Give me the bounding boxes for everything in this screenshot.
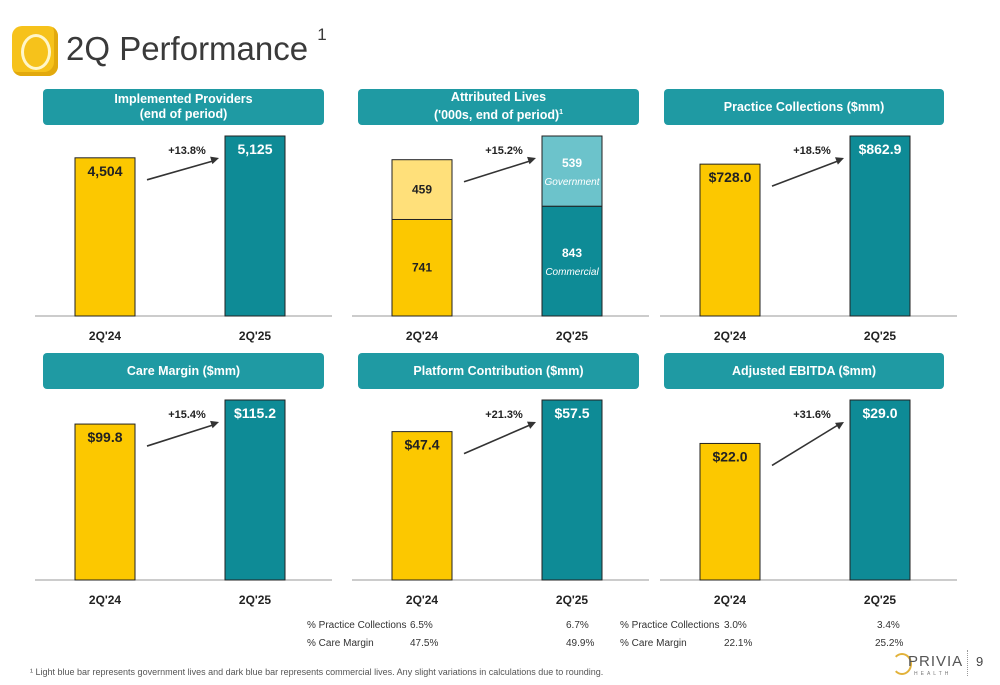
growth-label: +18.5% (793, 145, 831, 157)
value-prior: 22.1% (724, 638, 753, 649)
data-label: 459 (412, 183, 432, 197)
growth-arrow (146, 424, 214, 447)
x-tick-label: 2Q'24 (89, 593, 122, 607)
chart-attributed-lives: 741 459 2Q'24 843 539 Commercial Government 2Q'… (352, 128, 649, 350)
data-label: $728.0 (709, 169, 752, 185)
bar-prior (74, 157, 136, 317)
growth-arrowhead (210, 420, 219, 429)
bar-current (224, 135, 286, 317)
header-attributed-lives: Attributed Lives ('000s, end of period)1 (358, 89, 639, 125)
growth-arrow (463, 424, 531, 455)
data-label: $862.9 (859, 141, 902, 157)
x-tick-label: 2Q'25 (864, 329, 897, 343)
data-label: $115.2 (234, 405, 276, 421)
data-label: $99.8 (87, 429, 122, 445)
bar-prior (391, 431, 453, 581)
value-prior: 47.5% (410, 638, 439, 649)
data-label: $47.4 (404, 437, 439, 453)
privia-logo-icon (892, 653, 912, 675)
series-label: Government (544, 177, 600, 188)
series-label: Commercial (545, 267, 599, 278)
x-tick-label: 2Q'25 (556, 329, 589, 343)
bar-commercial (541, 205, 603, 317)
bar-commercial (391, 218, 453, 317)
growth-label: +31.6% (793, 409, 831, 421)
growth-arrow (771, 160, 839, 187)
chart-implemented-providers: 4,504 2Q'24 5,125 2Q'25 +13.8% (35, 128, 332, 350)
page-number-divider (967, 650, 968, 676)
growth-arrow (771, 424, 839, 467)
bar-current (849, 399, 911, 581)
row-label: % Practice Collections (307, 620, 407, 631)
header-platform-contribution: Platform Contribution ($mm) (358, 353, 639, 389)
company-logo-icon (12, 26, 58, 76)
bar-current (541, 399, 603, 581)
chart-svg: 4,504 2Q'24 5,125 2Q'25 +13.8% (35, 135, 332, 343)
x-tick-label: 2Q'24 (714, 329, 747, 343)
growth-arrowhead (527, 156, 536, 165)
bar-prior (699, 163, 761, 317)
data-label: 843 (562, 246, 582, 260)
value-current: 49.9% (566, 638, 595, 649)
growth-label: +15.2% (485, 145, 523, 157)
brand-logo: PRIVIA HEALTH (892, 651, 964, 677)
header-practice-collections: Practice Collections ($mm) (664, 89, 944, 125)
bar-current (224, 399, 286, 581)
growth-arrowhead (527, 421, 536, 429)
bar-prior (699, 442, 761, 581)
chart-practice-collections: $728.0 2Q'24 $862.9 2Q'25 +18.5% (660, 128, 957, 350)
data-label: 5,125 (237, 141, 272, 157)
data-label: 539 (562, 156, 582, 170)
x-tick-label: 2Q'25 (864, 593, 897, 607)
chart-svg: $728.0 2Q'24 $862.9 2Q'25 +18.5% (660, 135, 957, 343)
data-label: 741 (412, 261, 432, 275)
row-label: % Care Margin (620, 638, 687, 649)
x-tick-label: 2Q'24 (89, 329, 122, 343)
value-current: 6.7% (566, 620, 589, 631)
chart-svg: 741 459 2Q'24 843 539 Commercial Government 2Q'… (352, 135, 649, 343)
x-tick-label: 2Q'24 (714, 593, 747, 607)
x-tick-label: 2Q'24 (406, 593, 439, 607)
header-implemented-providers: Implemented Providers (end of period) (43, 89, 324, 125)
x-tick-label: 2Q'25 (239, 593, 272, 607)
growth-label: +13.8% (168, 145, 206, 157)
growth-arrowhead (835, 157, 844, 165)
value-current: 25.2% (875, 638, 904, 649)
chart-svg: $99.8 2Q'24 $115.2 2Q'25 +15.4% (35, 399, 332, 607)
data-label: $22.0 (712, 448, 747, 464)
brand-sub: HEALTH (914, 671, 952, 677)
header-adjusted-ebitda: Adjusted EBITDA ($mm) (664, 353, 944, 389)
row-label: % Care Margin (307, 638, 374, 649)
value-prior: 6.5% (410, 620, 433, 631)
chart-svg: $22.0 2Q'24 $29.0 2Q'25 +31.6% (660, 399, 957, 607)
growth-arrowhead (835, 422, 844, 430)
chart-care-margin: $99.8 2Q'24 $115.2 2Q'25 +15.4% (35, 392, 332, 614)
chart-adjusted-ebitda: $22.0 2Q'24 $29.0 2Q'25 +31.6% (660, 392, 957, 614)
x-tick-label: 2Q'24 (406, 329, 439, 343)
chart-svg: $47.4 2Q'24 $57.5 2Q'25 +21.3% (352, 399, 649, 607)
header-care-margin: Care Margin ($mm) (43, 353, 324, 389)
growth-label: +15.4% (168, 409, 206, 421)
data-label: $29.0 (862, 405, 897, 421)
chart-platform-contribution: $47.4 2Q'24 $57.5 2Q'25 +21.3% (352, 392, 649, 614)
growth-arrow (463, 160, 531, 183)
data-label: 4,504 (87, 163, 122, 179)
footnote: ¹ Light blue bar represents government l… (30, 667, 604, 677)
row-label: % Practice Collections (620, 620, 720, 631)
value-current: 3.4% (877, 620, 900, 631)
bar-government (541, 135, 603, 207)
bar-government (391, 159, 453, 220)
x-tick-label: 2Q'25 (556, 593, 589, 607)
growth-arrowhead (210, 156, 219, 165)
growth-arrow (146, 160, 214, 181)
value-prior: 3.0% (724, 620, 747, 631)
page-title: 2Q Performance 1 (66, 25, 327, 67)
bar-current (849, 135, 911, 317)
page-number: 9 (976, 654, 984, 669)
bar-prior (74, 423, 136, 581)
data-label: $57.5 (554, 405, 589, 421)
x-tick-label: 2Q'25 (239, 329, 272, 343)
growth-label: +21.3% (485, 409, 523, 421)
brand-name: PRIVIA (908, 653, 964, 670)
